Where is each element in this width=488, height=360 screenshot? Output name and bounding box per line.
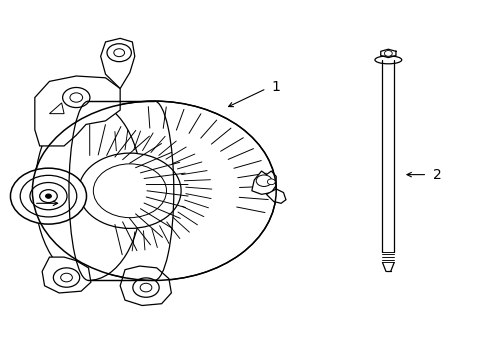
Circle shape	[133, 278, 159, 297]
Polygon shape	[101, 39, 135, 89]
Circle shape	[70, 93, 82, 102]
Circle shape	[62, 87, 90, 108]
Ellipse shape	[374, 56, 401, 64]
Polygon shape	[120, 266, 171, 306]
Circle shape	[10, 168, 86, 224]
Circle shape	[140, 283, 152, 292]
Circle shape	[93, 164, 166, 218]
Text: 1: 1	[271, 80, 280, 94]
Circle shape	[79, 153, 181, 228]
Ellipse shape	[35, 101, 142, 280]
Polygon shape	[266, 189, 285, 203]
Text: 2: 2	[432, 168, 441, 182]
Circle shape	[267, 179, 275, 185]
Text: 3: 3	[23, 196, 32, 210]
Polygon shape	[35, 76, 120, 146]
Circle shape	[53, 268, 80, 287]
Polygon shape	[49, 103, 64, 114]
Circle shape	[20, 175, 77, 217]
Circle shape	[107, 44, 131, 62]
Circle shape	[45, 194, 51, 198]
Circle shape	[256, 175, 271, 186]
Polygon shape	[251, 171, 276, 194]
Circle shape	[114, 49, 124, 57]
Circle shape	[61, 273, 72, 282]
Polygon shape	[42, 257, 91, 293]
Circle shape	[30, 183, 67, 210]
Ellipse shape	[32, 101, 276, 280]
Circle shape	[384, 50, 391, 56]
